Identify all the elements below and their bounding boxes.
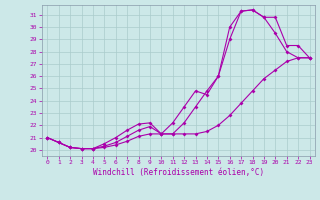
X-axis label: Windchill (Refroidissement éolien,°C): Windchill (Refroidissement éolien,°C) [93, 168, 264, 177]
